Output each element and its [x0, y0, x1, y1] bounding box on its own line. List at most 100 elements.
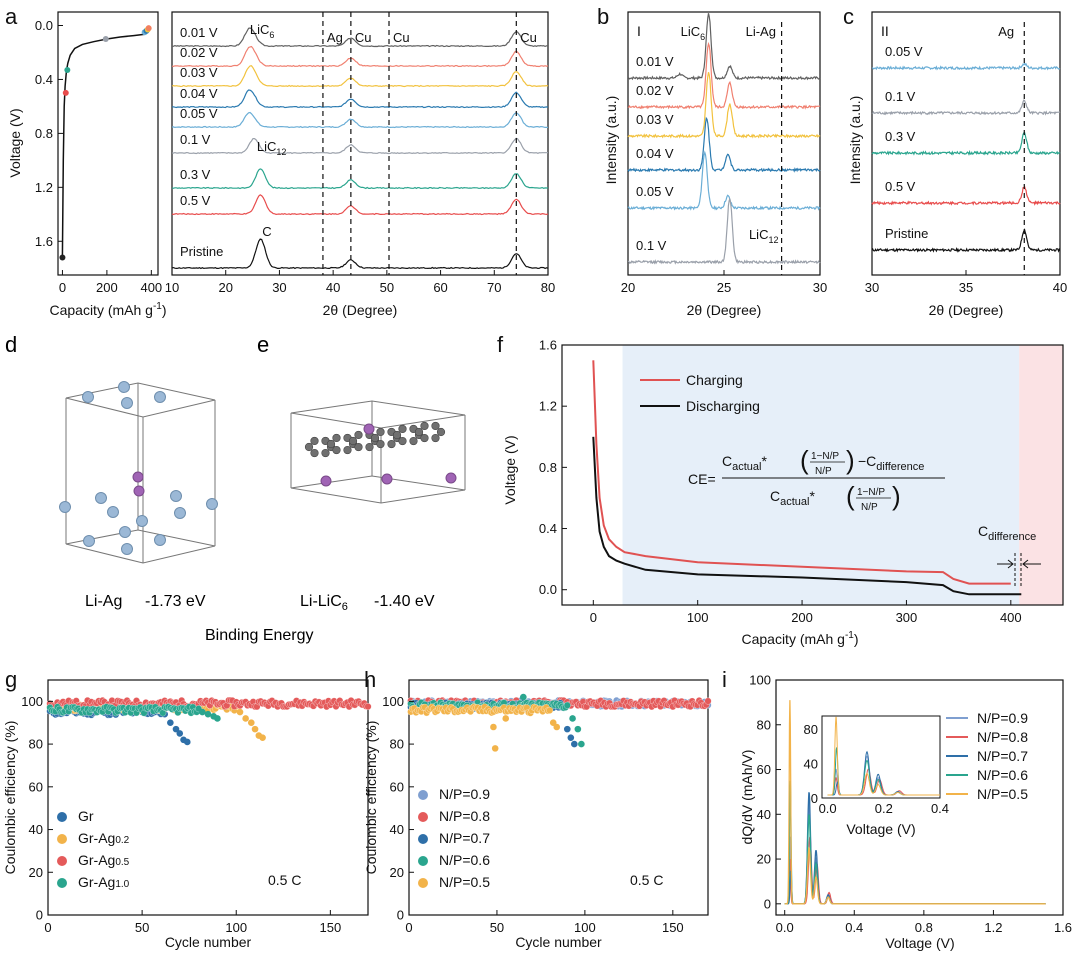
dqdv-trace	[784, 700, 1046, 905]
panel-letter-i: i	[722, 667, 727, 692]
formula-denominator: Cactual*	[770, 488, 815, 508]
formula-prefix: CE=	[688, 471, 716, 487]
legend-marker	[418, 878, 428, 888]
x-axis-label: Voltage (V)	[885, 935, 954, 951]
inset-y-tick-label: 0	[811, 791, 818, 806]
x-axis-label: Cycle number	[515, 934, 602, 950]
plot-frame	[561, 344, 1064, 606]
legend-label: N/P=0.8	[977, 729, 1028, 745]
panel-letter-d: d	[5, 332, 17, 357]
carbon-atom	[348, 436, 358, 446]
ce-point	[490, 723, 497, 731]
y-tick-label: 0	[764, 896, 771, 911]
carbon-atom	[398, 436, 407, 446]
lic6-energy: -1.40 eV	[374, 593, 435, 610]
y-axis-label: Voltage (V)	[502, 435, 518, 504]
li-atom	[132, 471, 144, 483]
y-axis-label: dQ/dV (mAh/V)	[739, 750, 755, 845]
ce-point	[176, 730, 184, 737]
legend-label: N/P=0.7	[439, 830, 490, 846]
x-tick-label: 30	[813, 280, 827, 295]
x-tick-label: 100	[574, 920, 596, 935]
carbon-atom	[310, 436, 319, 446]
panel-letter-h: h	[364, 667, 376, 692]
panel-letter-f: f	[497, 332, 504, 357]
y-tick-label: 20	[29, 865, 43, 880]
series-label: 0.3 V	[885, 129, 916, 144]
panel-roman-numeral: II	[881, 23, 889, 39]
plot-frame	[57, 11, 159, 276]
ce-point	[242, 715, 249, 722]
plot-frame	[171, 11, 549, 276]
ag-atom	[121, 543, 133, 555]
x-axis-label: Capacity (mAh g-1)	[741, 630, 858, 647]
legend-label: N/P=0.7	[977, 748, 1028, 764]
y-tick-label: 100	[749, 673, 771, 688]
voltage-marker	[145, 25, 152, 32]
legend-marker	[418, 790, 428, 800]
ce-point	[364, 703, 372, 711]
dqdv-trace	[784, 803, 1046, 905]
series-line	[592, 360, 1011, 585]
y-tick-label: 40	[757, 807, 771, 822]
carbon-atom	[354, 430, 363, 440]
carbon-atom	[392, 430, 402, 440]
panel-letter-c: c	[843, 4, 854, 29]
ag-atom	[119, 526, 131, 538]
series-label: 0.1 V	[636, 238, 667, 253]
xrd-trace	[627, 116, 821, 173]
legend-label: N/P=0.6	[977, 767, 1028, 783]
c-difference-arrow	[1022, 559, 1041, 569]
y-tick-label: 0.0	[35, 18, 53, 33]
lic6-atoms	[304, 421, 457, 487]
series-label: 0.01 V	[180, 25, 218, 40]
y-tick-label: 0.0	[539, 582, 557, 597]
series-label: 0.02 V	[636, 83, 674, 98]
x-tick-label: 0	[590, 610, 597, 625]
x-tick-label: 40	[1053, 280, 1067, 295]
carbon-atom	[332, 445, 341, 455]
ce-point	[236, 708, 244, 716]
ce-point	[563, 701, 571, 709]
x-tick-label: 80	[541, 280, 555, 295]
ce-point	[578, 740, 585, 748]
carbon-atom	[326, 439, 336, 449]
y-tick-label: 40	[29, 822, 43, 837]
reference-label: Cu	[393, 30, 410, 45]
discharge-curve	[61, 30, 150, 258]
x-tick-label: 35	[959, 280, 973, 295]
legend-label: N/P=0.5	[439, 874, 490, 890]
carbon-atom	[376, 439, 385, 449]
x-tick-label: 0	[405, 920, 412, 935]
x-tick-label: 200	[791, 610, 813, 625]
voltage-marker	[59, 254, 66, 261]
ag-atom	[82, 391, 94, 403]
plot-frame	[47, 679, 369, 916]
series-label: 0.03 V	[636, 112, 674, 127]
y-tick-label: 1.2	[539, 399, 557, 414]
ag-atom	[154, 534, 166, 546]
inset-x-tick-label: 0.2	[875, 801, 893, 816]
y-tick-label: 100	[382, 694, 404, 709]
x-tick-label: 0	[59, 280, 66, 295]
series-label: 0.03 V	[180, 65, 218, 80]
legend-label: Gr-Ag0.5	[78, 852, 130, 868]
carbon-atom	[431, 433, 440, 443]
y-tick-label: 20	[757, 852, 771, 867]
series-label: 0.5 V	[885, 179, 916, 194]
formula-frac-bottom: N/P	[861, 502, 878, 513]
series-label: 0.05 V	[180, 106, 218, 121]
series-label: 0.5 V	[180, 193, 211, 208]
y-axis-label: Intensity (a.u.)	[847, 96, 863, 185]
x-tick-label: 1.2	[984, 920, 1002, 935]
ce-point	[183, 738, 191, 746]
xrd-trace	[627, 41, 821, 110]
formula-paren: )	[846, 445, 855, 475]
y-tick-label: 0.4	[539, 521, 557, 536]
y-tick-label: 0.8	[539, 460, 557, 475]
ce-point	[569, 715, 576, 722]
x-tick-label: 30	[865, 280, 879, 295]
panel-b-xrd-zoom: b I 0.01 V 0.02 V 0.03 V 0.04 V 0.05 V 0.1 V Li-…	[597, 4, 827, 318]
reference-label: Ag	[998, 24, 1014, 39]
series-label: 0.01 V	[636, 54, 674, 69]
